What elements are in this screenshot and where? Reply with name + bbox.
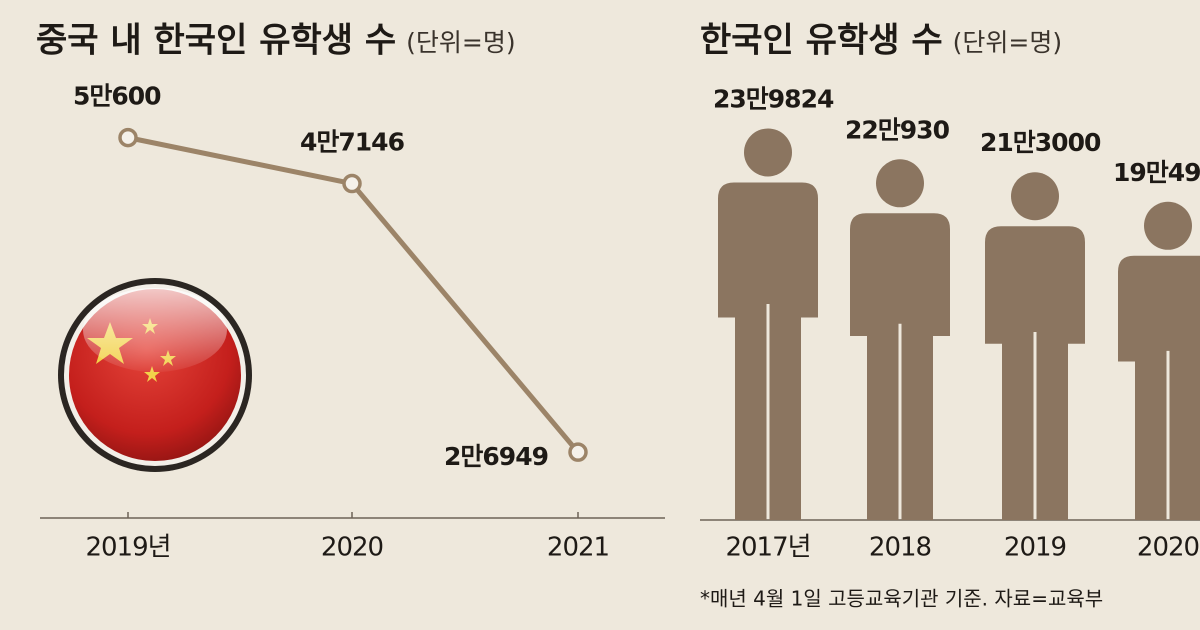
figure-body	[850, 213, 950, 520]
point	[568, 442, 588, 462]
value-label: 5만600	[73, 82, 161, 111]
person-figure	[985, 172, 1085, 520]
point	[118, 127, 138, 148]
chart-title: 중국 내 한국인 유학생 수	[36, 21, 396, 61]
figure-head	[1011, 172, 1059, 221]
figure-body	[718, 182, 818, 520]
x-tick-label: 2018	[869, 533, 931, 563]
footnote: *매년 4월 1일 고등교육기관 기준. 자료=교육부	[700, 587, 1103, 611]
value-label: 22만930	[845, 115, 950, 144]
person-figure	[850, 159, 950, 520]
x-tick-label: 2019	[1004, 533, 1066, 563]
point	[342, 173, 362, 194]
china-flag-icon	[58, 278, 252, 472]
person-figure	[718, 128, 818, 520]
person-figure	[1118, 201, 1200, 520]
x-tick-label: 2019년	[85, 533, 170, 563]
chart-subtitle: (단위=명)	[953, 28, 1062, 57]
chart-title: 한국인 유학생 수	[700, 21, 943, 61]
value-label: 21만3000	[980, 128, 1101, 157]
x-tick-label: 2021	[547, 533, 609, 563]
x-tick-label: 2017년	[725, 533, 810, 563]
figure-head	[1144, 201, 1192, 250]
x-tick-label: 2020	[1137, 533, 1199, 563]
figure-body	[985, 226, 1085, 520]
figure-head	[876, 159, 924, 208]
figure-body	[1118, 255, 1200, 520]
chart-subtitle: (단위=명)	[406, 28, 515, 57]
value-label: 23만9824	[713, 84, 834, 113]
x-tick-label: 2020	[321, 533, 383, 563]
figure-head	[744, 128, 792, 177]
value-label: 4만7146	[300, 128, 405, 157]
value-label: 19만4916	[1113, 158, 1200, 187]
value-label: 2만6949	[444, 442, 548, 471]
